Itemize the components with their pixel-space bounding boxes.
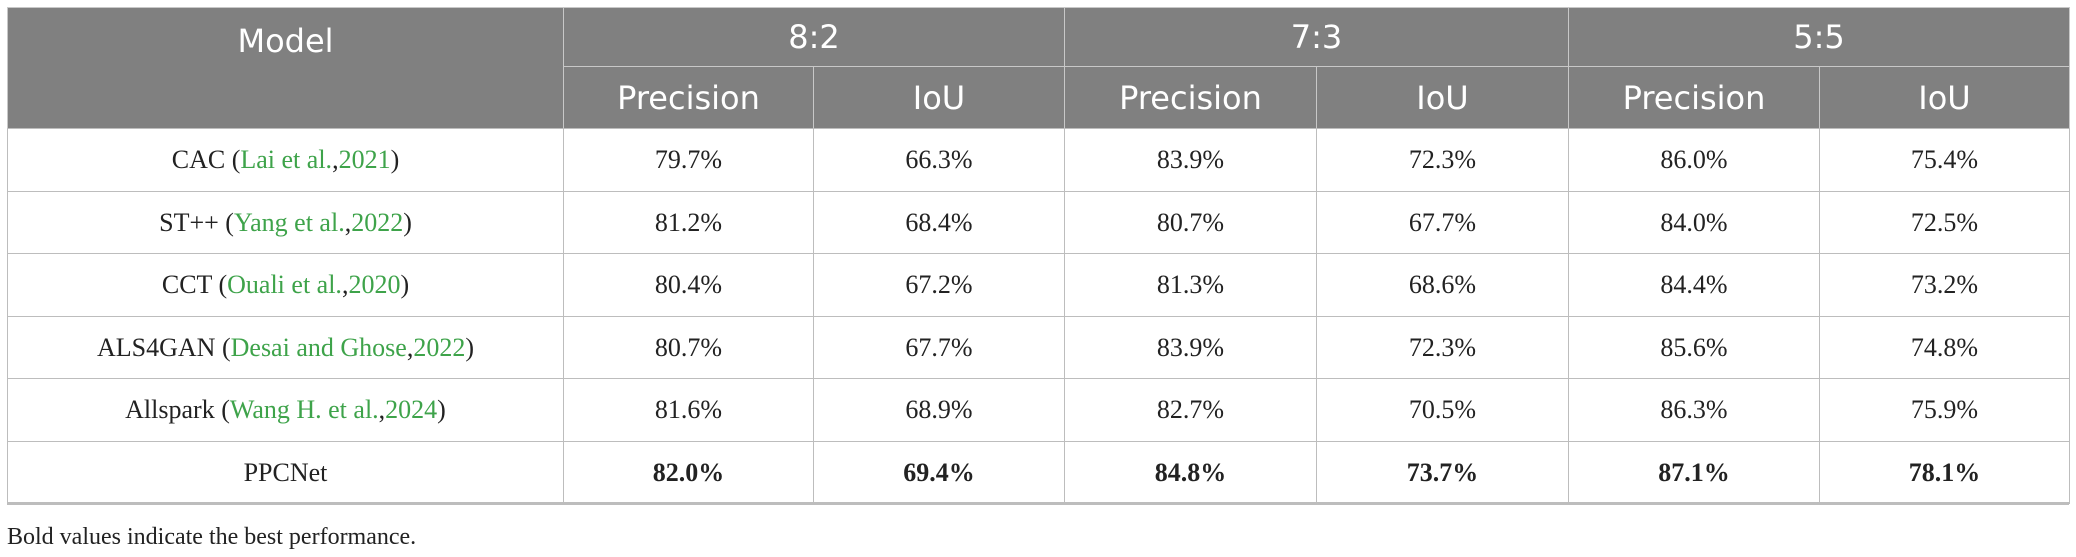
model-cell: PPCNet xyxy=(7,441,564,504)
model-cell: ST++ (Yang et al., 2022) xyxy=(7,191,564,254)
value-cell: 83.9% xyxy=(1064,128,1317,192)
value-cell: 72.3% xyxy=(1316,316,1569,379)
value-cell: 86.3% xyxy=(1568,378,1820,442)
value-cell: 85.6% xyxy=(1568,316,1820,379)
header-cell: Model xyxy=(7,7,564,129)
value-cell: 80.7% xyxy=(1064,191,1317,254)
header-group: 5:5 xyxy=(1568,7,2070,67)
model-text: , xyxy=(406,332,414,362)
citation-link: 2021 xyxy=(338,145,391,174)
value-cell: 67.7% xyxy=(813,316,1065,379)
value-cell: 68.6% xyxy=(1316,253,1569,317)
model-text: ) xyxy=(465,332,474,362)
model-text: PPCNet xyxy=(243,457,328,487)
value-cell: 82.0% xyxy=(563,441,814,504)
value-cell: 75.9% xyxy=(1819,378,2070,442)
value-cell: 84.0% xyxy=(1568,191,1820,254)
model-cell: CAC (Lai et al., 2021) xyxy=(7,128,564,192)
value-cell: 70.5% xyxy=(1316,378,1569,442)
citation-link: 2024 xyxy=(385,395,438,424)
model-text: CCT ( xyxy=(161,270,228,299)
citation-link: Ouali et al. xyxy=(227,270,342,299)
value-cell: 68.9% xyxy=(813,378,1065,442)
value-cell: 79.7% xyxy=(563,128,814,192)
value-cell: 67.7% xyxy=(1316,191,1569,254)
model-text: Allspark ( xyxy=(125,395,230,424)
value-cell: 72.5% xyxy=(1819,191,2070,254)
model-text: ) xyxy=(437,395,446,424)
model-text: , xyxy=(344,207,352,237)
model-text: ) xyxy=(400,270,410,299)
model-text: ST++ ( xyxy=(159,207,234,237)
value-cell: 66.3% xyxy=(813,128,1065,192)
citation-link: Yang et al. xyxy=(233,207,345,237)
model-text: ALS4GAN ( xyxy=(97,332,231,362)
model-text: ) xyxy=(403,207,412,237)
model-cell: Allspark (Wang H. et al., 2024) xyxy=(7,378,564,442)
value-cell: 84.4% xyxy=(1568,253,1820,317)
value-cell: 80.7% xyxy=(563,316,814,379)
citation-link: 2020 xyxy=(348,270,401,299)
model-text: , xyxy=(332,145,339,174)
value-cell: 73.2% xyxy=(1819,253,2070,317)
value-cell: 84.8% xyxy=(1064,441,1317,504)
header-cell: Precision xyxy=(1568,66,1820,129)
header-cell: IoU xyxy=(813,66,1065,129)
header-cell: Precision xyxy=(1064,66,1317,129)
header-cell: IoU xyxy=(1819,66,2070,129)
model-cell: ALS4GAN (Desai and Ghose, 2022) xyxy=(7,316,564,379)
model-text: , xyxy=(378,395,386,424)
citation-link: Lai et al. xyxy=(240,145,333,174)
value-cell: 83.9% xyxy=(1064,316,1317,379)
value-cell: 82.7% xyxy=(1064,378,1317,442)
value-cell: 72.3% xyxy=(1316,128,1569,192)
citation-link: 2022 xyxy=(351,207,404,237)
model-text: CAC ( xyxy=(171,145,241,174)
bottom-rule xyxy=(7,502,2069,505)
value-cell: 67.2% xyxy=(813,253,1065,317)
value-cell: 86.0% xyxy=(1568,128,1820,192)
footnote: Bold values indicate the best performanc… xyxy=(7,524,417,550)
value-cell: 81.3% xyxy=(1064,253,1317,317)
value-cell: 69.4% xyxy=(813,441,1065,504)
citation-link: 2022 xyxy=(413,332,466,362)
value-cell: 68.4% xyxy=(813,191,1065,254)
header-group: 8:2 xyxy=(563,7,1065,67)
value-cell: 80.4% xyxy=(563,253,814,317)
citation-link: Desai and Ghose xyxy=(230,332,407,362)
citation-link: Wang H. et al. xyxy=(229,395,379,424)
header-cell: Precision xyxy=(563,66,814,129)
model-text: ) xyxy=(390,145,400,174)
header-cell: IoU xyxy=(1316,66,1569,129)
model-text: , xyxy=(341,270,349,299)
value-cell: 81.6% xyxy=(563,378,814,442)
value-cell: 73.7% xyxy=(1316,441,1569,504)
model-cell: CCT (Ouali et al., 2020) xyxy=(7,253,564,317)
value-cell: 78.1% xyxy=(1819,441,2070,504)
header-group: 7:3 xyxy=(1064,7,1569,67)
value-cell: 75.4% xyxy=(1819,128,2070,192)
value-cell: 87.1% xyxy=(1568,441,1820,504)
value-cell: 74.8% xyxy=(1819,316,2070,379)
value-cell: 81.2% xyxy=(563,191,814,254)
